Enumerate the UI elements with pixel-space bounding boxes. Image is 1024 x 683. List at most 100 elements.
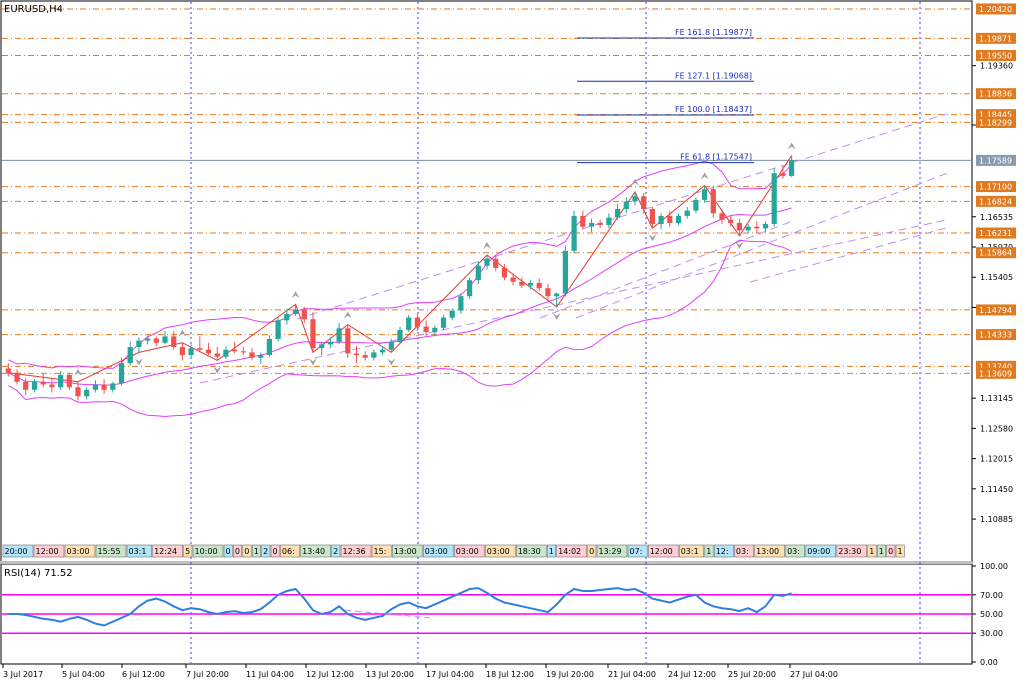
candle-body[interactable] bbox=[353, 353, 360, 356]
candle-body[interactable] bbox=[623, 201, 629, 210]
candle-body[interactable] bbox=[745, 226, 751, 231]
candle-body[interactable] bbox=[475, 265, 481, 281]
candle-body[interactable] bbox=[432, 327, 438, 333]
candle-body[interactable] bbox=[118, 363, 125, 384]
candle-body[interactable] bbox=[780, 173, 786, 176]
time-chip[interactable] bbox=[713, 544, 734, 558]
time-chip[interactable] bbox=[876, 544, 886, 558]
candle-body[interactable] bbox=[710, 189, 716, 214]
candle-body[interactable] bbox=[580, 216, 586, 227]
candle-body[interactable] bbox=[327, 341, 333, 345]
candle-body[interactable] bbox=[789, 160, 795, 176]
time-chip[interactable] bbox=[546, 544, 556, 558]
candle-body[interactable] bbox=[84, 389, 90, 397]
time-chip[interactable] bbox=[280, 544, 300, 558]
time-chip[interactable] bbox=[331, 544, 341, 558]
candle-body[interactable] bbox=[92, 384, 98, 390]
time-chip[interactable] bbox=[261, 544, 271, 558]
time-chip[interactable] bbox=[587, 544, 597, 558]
candle-body[interactable] bbox=[684, 210, 690, 216]
candle-body[interactable] bbox=[153, 338, 159, 343]
candle-body[interactable] bbox=[536, 282, 542, 289]
candle-body[interactable] bbox=[145, 338, 151, 341]
time-chip[interactable] bbox=[627, 544, 648, 558]
candle-body[interactable] bbox=[693, 199, 699, 211]
candle-body[interactable] bbox=[214, 353, 220, 357]
candle-body[interactable] bbox=[266, 339, 272, 355]
candle-body[interactable] bbox=[275, 320, 281, 339]
candle-body[interactable] bbox=[249, 352, 255, 358]
candle-body[interactable] bbox=[14, 372, 20, 382]
candle-body[interactable] bbox=[423, 326, 429, 332]
candle-body[interactable] bbox=[406, 317, 412, 330]
main-price-panel[interactable] bbox=[0, 0, 973, 563]
candle-body[interactable] bbox=[449, 310, 455, 318]
time-chip[interactable] bbox=[515, 544, 547, 558]
time-chip[interactable] bbox=[391, 544, 423, 558]
candle-body[interactable] bbox=[66, 374, 72, 388]
candle-body[interactable] bbox=[162, 336, 168, 343]
candle-body[interactable] bbox=[101, 384, 107, 390]
time-chip[interactable] bbox=[734, 544, 754, 558]
candle-body[interactable] bbox=[554, 293, 560, 297]
candle-body[interactable] bbox=[75, 387, 81, 397]
candle-body[interactable] bbox=[675, 216, 682, 223]
candle-body[interactable] bbox=[310, 319, 316, 349]
candle-body[interactable] bbox=[493, 258, 499, 268]
time-chip[interactable] bbox=[126, 544, 152, 558]
candle-body[interactable] bbox=[205, 349, 212, 354]
candle-body[interactable] bbox=[188, 348, 194, 356]
time-chip[interactable] bbox=[556, 544, 587, 558]
time-chip[interactable] bbox=[895, 544, 905, 558]
time-chip[interactable] bbox=[340, 544, 372, 558]
time-chip[interactable] bbox=[678, 544, 705, 558]
time-chip[interactable] bbox=[647, 544, 679, 558]
candle-body[interactable] bbox=[658, 216, 664, 224]
time-chip[interactable] bbox=[422, 544, 454, 558]
time-chip[interactable] bbox=[64, 544, 96, 558]
time-chip[interactable] bbox=[453, 544, 485, 558]
candle-body[interactable] bbox=[5, 368, 11, 373]
time-chip[interactable] bbox=[251, 544, 261, 558]
time-chip[interactable] bbox=[152, 544, 183, 558]
time-chip[interactable] bbox=[242, 544, 252, 558]
candle-body[interactable] bbox=[545, 288, 551, 297]
candle-body[interactable] bbox=[40, 381, 46, 385]
candle-body[interactable] bbox=[414, 317, 420, 327]
candle-body[interactable] bbox=[179, 347, 185, 356]
candle-body[interactable] bbox=[632, 196, 638, 202]
candle-body[interactable] bbox=[380, 349, 386, 353]
candle-body[interactable] bbox=[31, 381, 38, 390]
time-chip[interactable] bbox=[192, 544, 224, 558]
candle-body[interactable] bbox=[371, 352, 377, 358]
time-chip[interactable] bbox=[596, 544, 628, 558]
time-chip[interactable] bbox=[270, 544, 280, 558]
candle-body[interactable] bbox=[223, 349, 229, 357]
candle-body[interactable] bbox=[388, 341, 394, 350]
candle-body[interactable] bbox=[292, 309, 299, 314]
time-chip[interactable] bbox=[484, 544, 516, 558]
candle-body[interactable] bbox=[301, 309, 307, 320]
candle-body[interactable] bbox=[127, 347, 133, 364]
time-chip[interactable] bbox=[785, 544, 806, 558]
time-chip[interactable] bbox=[886, 544, 896, 558]
candle-body[interactable] bbox=[171, 336, 177, 348]
time-chip[interactable] bbox=[233, 544, 243, 558]
candle-body[interactable] bbox=[23, 381, 29, 390]
candle-body[interactable] bbox=[762, 224, 769, 229]
candle-body[interactable] bbox=[571, 216, 577, 251]
candle-body[interactable] bbox=[284, 313, 290, 321]
candle-body[interactable] bbox=[606, 217, 612, 226]
candle-body[interactable] bbox=[719, 213, 725, 220]
candle-body[interactable] bbox=[510, 277, 516, 282]
candle-body[interactable] bbox=[467, 280, 473, 297]
candle-body[interactable] bbox=[649, 209, 655, 224]
time-chip[interactable] bbox=[2, 544, 34, 558]
candle-body[interactable] bbox=[736, 222, 742, 231]
time-chip[interactable] bbox=[183, 544, 193, 558]
candle-body[interactable] bbox=[336, 328, 342, 342]
candle-body[interactable] bbox=[527, 282, 534, 286]
time-chip[interactable] bbox=[223, 544, 233, 558]
time-chip[interactable] bbox=[805, 544, 837, 558]
candle-body[interactable] bbox=[641, 196, 647, 209]
